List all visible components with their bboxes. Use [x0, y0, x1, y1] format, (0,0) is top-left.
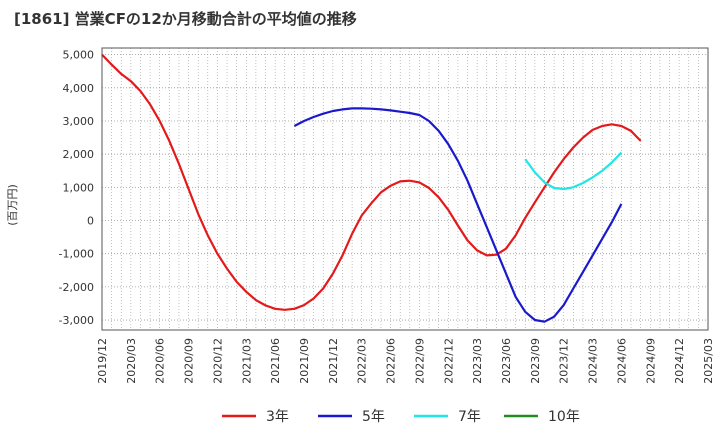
y-tick-label: 3,000 [63, 115, 95, 128]
legend-label: 5年 [362, 409, 385, 425]
x-tick-label: 2021/12 [327, 338, 340, 384]
x-tick-label: 2022/03 [356, 338, 369, 384]
y-tick-label: -3,000 [59, 314, 94, 327]
x-tick-label: 2024/12 [673, 338, 686, 384]
x-tick-label: 2023/06 [500, 338, 513, 384]
x-tick-label: 2023/12 [558, 338, 571, 384]
x-tick-label: 2024/09 [644, 338, 657, 384]
plot-frame [101, 47, 709, 331]
x-tick-label: 2020/03 [125, 338, 138, 384]
x-tick-label: 2025/03 [702, 338, 715, 384]
x-tick-label: 2022/06 [385, 338, 398, 384]
x-tick-label: 2024/03 [587, 338, 600, 384]
y-tick-label: -1,000 [59, 248, 94, 261]
x-tick-label: 2021/03 [240, 338, 253, 384]
x-tick-label: 2021/06 [269, 338, 282, 384]
y-tick-label: -2,000 [59, 281, 94, 294]
x-tick-label: 2020/09 [183, 338, 196, 384]
x-tick-label: 2021/09 [298, 338, 311, 384]
x-tick-label: 2022/09 [413, 338, 426, 384]
x-tick-label: 2020/12 [211, 338, 224, 384]
x-tick-label: 2024/06 [615, 338, 628, 384]
x-tick-label: 2022/12 [442, 338, 455, 384]
x-tick-label: 2020/06 [154, 338, 167, 384]
y-tick-label: 0 [87, 215, 94, 228]
y-tick-label: 2,000 [63, 148, 95, 161]
x-tick-label: 2023/09 [529, 338, 542, 384]
legend-label: 3年 [266, 409, 289, 425]
chart-title: [1861] 営業CFの12か月移動合計の平均値の推移 [14, 10, 357, 28]
x-tick-label: 2023/03 [471, 338, 484, 384]
series-line-2 [293, 107, 623, 323]
series-line-1 [101, 53, 642, 311]
y-tick-label: 4,000 [63, 82, 95, 95]
series-line-3 [524, 151, 623, 191]
legend-label: 7年 [458, 409, 481, 425]
legend-label: 10年 [548, 409, 580, 425]
y-tick-label: 1,000 [63, 181, 95, 194]
x-tick-label: 2019/12 [96, 338, 109, 384]
y-tick-label: 5,000 [63, 49, 95, 62]
y-axis-label: (百万円) [6, 184, 19, 226]
